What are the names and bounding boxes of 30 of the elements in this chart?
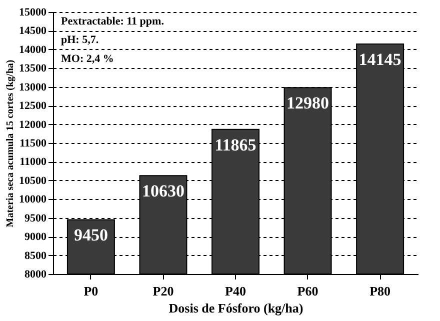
y-tick-label: 9500	[24, 212, 47, 224]
y-tick-label: 12500	[19, 100, 47, 112]
x-tick-label: P0	[84, 284, 98, 298]
data-label: 11865	[214, 135, 256, 154]
x-axis-title: Dosis de Fósforo (kg/ha)	[168, 300, 304, 316]
y-tick-label: 13000	[19, 81, 47, 94]
annotation: pH: 5,7.	[61, 34, 99, 46]
annotation: Pextractable: 11 ppm.	[61, 15, 164, 28]
x-tick-label: P40	[225, 284, 246, 298]
data-label: 9450	[74, 226, 108, 245]
y-tick-label: 11500	[20, 138, 47, 150]
y-tick-label: 14500	[19, 25, 47, 38]
data-label: 12980	[286, 94, 330, 113]
y-tick-label: 8500	[24, 250, 47, 262]
y-tick-label: 9000	[24, 231, 47, 244]
y-axis-title: Materia seca acumula 15 cortes (kg/ha)	[5, 60, 16, 228]
y-tick-label: 11000	[20, 156, 47, 168]
data-label: 14145	[358, 50, 402, 69]
annotation: MO: 2,4 %	[61, 52, 114, 65]
y-tick-label: 14000	[19, 44, 47, 56]
x-tick-label: P80	[370, 284, 391, 298]
y-tick-label: 10500	[19, 174, 47, 187]
x-tick-label: P20	[152, 284, 174, 298]
x-tick-label: P60	[297, 284, 318, 298]
y-tick-label: 10000	[19, 194, 47, 206]
y-tick-label: 13500	[19, 62, 47, 75]
y-tick-label: 8000	[24, 268, 47, 280]
y-tick-label: 12000	[19, 118, 47, 131]
y-tick-label: 15000	[19, 6, 47, 18]
data-label: 10630	[142, 182, 184, 201]
